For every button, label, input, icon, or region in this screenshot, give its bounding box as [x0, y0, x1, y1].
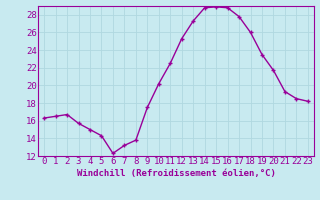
X-axis label: Windchill (Refroidissement éolien,°C): Windchill (Refroidissement éolien,°C) — [76, 169, 276, 178]
